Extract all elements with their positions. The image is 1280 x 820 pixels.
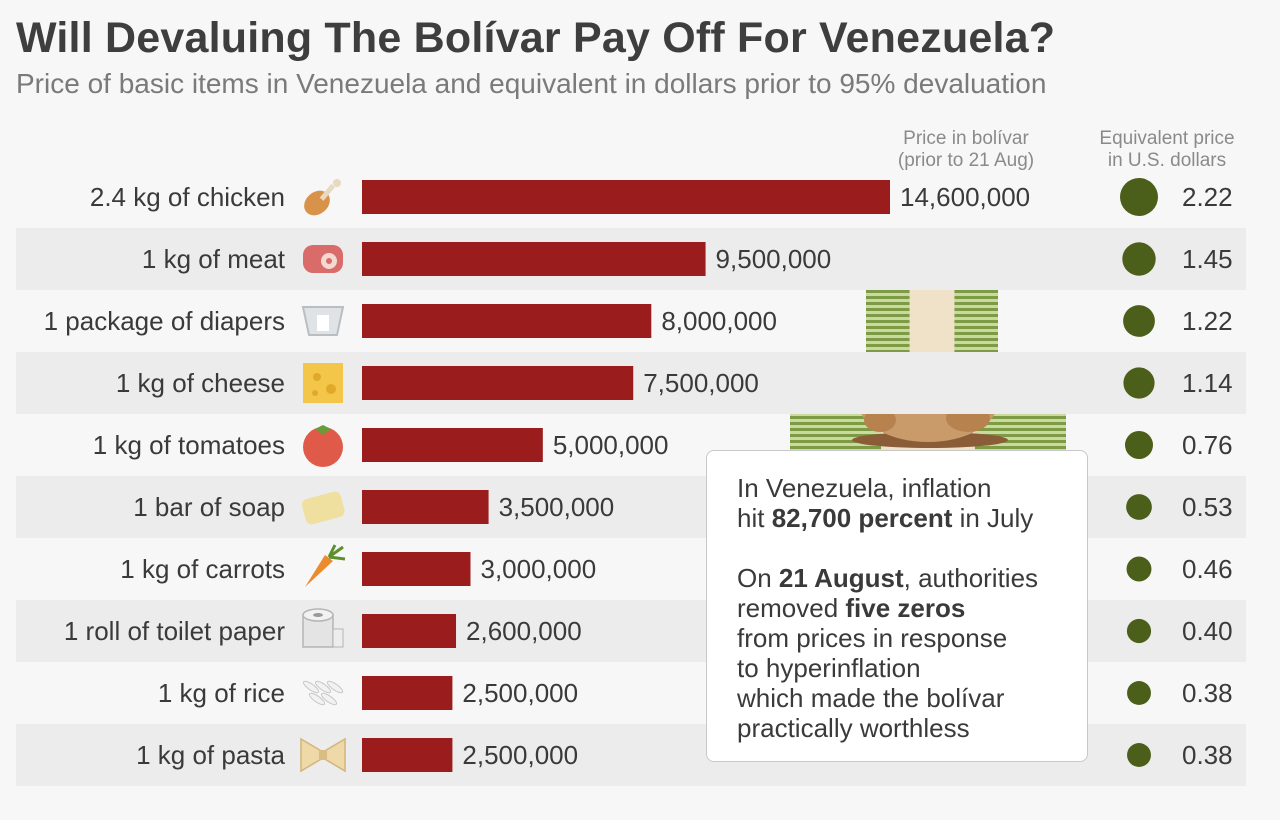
meat-icon: [303, 245, 343, 273]
usd-dot: [1127, 743, 1151, 767]
price-bar: [362, 428, 543, 462]
usd-dot: [1127, 681, 1151, 705]
chart-row: 1 kg of carrots 3,000,000 0.46: [120, 544, 1233, 587]
price-label: 9,500,000: [716, 244, 832, 274]
category-label: 1 kg of pasta: [136, 740, 285, 770]
toilet-paper-icon: [302, 608, 344, 648]
inflation-callout: In Venezuela, inflation hit 82,700 perce…: [706, 450, 1088, 762]
price-bar: [362, 676, 453, 710]
callout-highlight: 82,700 percent: [771, 503, 953, 533]
callout-text: in July: [952, 503, 1034, 533]
category-label: 1 kg of carrots: [120, 554, 285, 584]
usd-header-line1: Equivalent price: [1099, 128, 1235, 149]
category-label: 1 kg of meat: [142, 244, 286, 274]
price-label: 2,600,000: [466, 616, 582, 646]
price-bar: [362, 242, 706, 276]
price-label: 8,000,000: [661, 306, 777, 336]
usd-label: 2.22: [1182, 182, 1233, 212]
price-label: 3,500,000: [499, 492, 615, 522]
callout-text: to hyperinflation: [737, 653, 921, 683]
usd-dot: [1126, 494, 1152, 520]
price-label: 3,000,000: [480, 554, 596, 584]
price-bar: [362, 304, 652, 338]
usd-label: 0.38: [1182, 678, 1233, 708]
category-label: 1 bar of soap: [133, 492, 285, 522]
chart-row: 1 package of diapers 8,000,000 1.22: [44, 304, 1233, 338]
usd-label: 0.40: [1182, 616, 1233, 646]
callout-text: practically worthless: [737, 713, 970, 743]
tomato-icon: [303, 425, 343, 467]
chart-row: 1 kg of tomatoes 5,000,000 0.76: [93, 425, 1233, 467]
price-bar: [362, 180, 890, 214]
price-label: 14,600,000: [900, 182, 1030, 212]
bolivar-column-header: Price in bolívar (prior to 21 Aug): [874, 128, 1058, 172]
callout-text: which made the bolívar: [737, 683, 1005, 713]
callout-text: removed: [737, 593, 846, 623]
chart-row: 1 kg of rice 2,500,000 0.38: [158, 676, 1233, 710]
category-label: 1 roll of toilet paper: [64, 616, 285, 646]
pasta-icon: [300, 737, 346, 773]
usd-dot: [1126, 618, 1152, 644]
callout-text: hit: [737, 503, 772, 533]
usd-label: 0.46: [1182, 554, 1233, 584]
price-label: 5,000,000: [553, 430, 669, 460]
bolivar-header-line1: Price in bolívar: [903, 128, 1029, 149]
usd-header-line2: in U.S. dollars: [1107, 150, 1227, 171]
price-label: 2,500,000: [462, 678, 578, 708]
callout-paragraph-1: In Venezuela, inflation hit 82,700 perce…: [737, 473, 1057, 533]
rice-icon: [302, 680, 344, 706]
price-label: 2,500,000: [462, 740, 578, 770]
usd-dot: [1122, 242, 1156, 276]
category-label: 1 kg of rice: [158, 678, 285, 708]
usd-column-header: Equivalent price in U.S. dollars: [1080, 128, 1254, 172]
usd-label: 1.22: [1182, 306, 1233, 336]
price-bar: [362, 366, 634, 400]
callout-text: from prices in response: [737, 623, 1008, 653]
callout-highlight: five zeros: [845, 593, 966, 623]
chart-subtitle: Price of basic items in Venezuela and eq…: [16, 68, 1047, 99]
category-label: 1 package of diapers: [44, 306, 285, 336]
callout-text: On: [737, 563, 779, 593]
diaper-icon: [301, 306, 345, 336]
usd-dot: [1123, 305, 1155, 337]
usd-label: 0.76: [1182, 430, 1233, 460]
callout-paragraph-2: On 21 August, authorities removed five z…: [737, 563, 1057, 743]
usd-label: 0.53: [1182, 492, 1233, 522]
usd-dot: [1124, 430, 1154, 460]
chart-row: 2.4 kg of chicken 14,600,000 2.22: [90, 178, 1233, 216]
callout-text: In Venezuela, inflation: [737, 473, 992, 503]
cheese-icon: [303, 363, 343, 403]
callout-text: , authorities: [903, 563, 1039, 593]
price-bar: [362, 490, 489, 524]
usd-label: 1.14: [1182, 368, 1233, 398]
price-bar: [362, 614, 457, 648]
chicken-leg-icon: [304, 179, 341, 216]
category-label: 2.4 kg of chicken: [90, 182, 285, 212]
soap-icon: [301, 491, 345, 525]
price-bar: [362, 552, 471, 586]
category-label: 1 kg of tomatoes: [93, 430, 285, 460]
callout-highlight: 21 August: [778, 563, 904, 593]
usd-dot: [1120, 178, 1158, 216]
usd-dot: [1126, 556, 1152, 582]
price-bar: [362, 738, 453, 772]
chart-row: 1 kg of cheese 7,500,000 1.14: [16, 352, 1246, 414]
carrot-icon: [305, 544, 346, 587]
category-label: 1 kg of cheese: [116, 368, 285, 398]
price-label: 7,500,000: [643, 368, 759, 398]
usd-label: 1.45: [1182, 244, 1233, 274]
chart-title: Will Devaluing The Bolívar Pay Off For V…: [16, 14, 1056, 62]
usd-dot: [1123, 367, 1155, 399]
bolivar-header-line2: (prior to 21 Aug): [897, 150, 1035, 171]
chart-row: 1 kg of meat 9,500,000 1.45: [16, 228, 1246, 290]
usd-label: 0.38: [1182, 740, 1233, 770]
